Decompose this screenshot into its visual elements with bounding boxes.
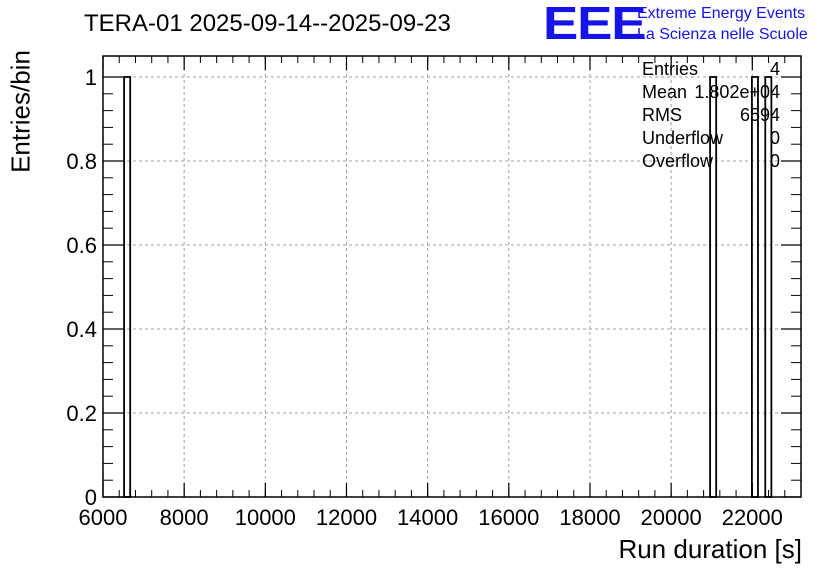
x-tick-label: 22000 bbox=[722, 505, 783, 530]
y-tick-label: 0.8 bbox=[66, 149, 97, 174]
logo-line-1: Extreme Energy Events bbox=[637, 5, 806, 22]
stats-label: Mean bbox=[642, 82, 688, 102]
stats-value: 0 bbox=[769, 151, 780, 171]
stats-row-mean: Mean 1.802e+04 bbox=[642, 81, 780, 104]
stats-value: 0 bbox=[769, 128, 780, 148]
logo-line-2: La Scienza nelle Scuole bbox=[637, 26, 808, 43]
y-tick-label: 0 bbox=[85, 485, 97, 510]
tick-labels: 6000 8000 10000 12000 14000 16000 18000 20000 22… bbox=[66, 65, 782, 530]
stats-row-underflow: Underflow 0 bbox=[642, 127, 780, 150]
histogram-bar bbox=[123, 76, 132, 498]
stats-row-overflow: Overflow 0 bbox=[642, 150, 780, 173]
plot-title: TERA-01 2025-09-14--2025-09-23 bbox=[84, 10, 451, 37]
stats-label: Entries bbox=[642, 59, 699, 79]
y-tick-label: 0.4 bbox=[66, 317, 97, 342]
stats-label: Underflow bbox=[642, 128, 724, 148]
x-tick-label: 20000 bbox=[641, 505, 702, 530]
stats-value: 1.802e+04 bbox=[694, 82, 780, 102]
stats-value: 4 bbox=[769, 59, 780, 79]
x-tick-label: 8000 bbox=[160, 505, 209, 530]
stats-row-rms: RMS 6594 bbox=[642, 104, 780, 127]
x-tick-label: 10000 bbox=[235, 505, 296, 530]
stats-value: 6594 bbox=[739, 105, 780, 125]
x-tick-label: 18000 bbox=[559, 505, 620, 530]
y-tick-label: 0.6 bbox=[66, 233, 97, 258]
x-tick-label: 6000 bbox=[79, 505, 128, 530]
eee-logo-text: Extreme Energy Events La Scienza nelle S… bbox=[637, 3, 808, 45]
eee-logo: EEE bbox=[543, 0, 647, 49]
x-axis-label: Run duration [s] bbox=[618, 534, 802, 564]
x-tick-label: 14000 bbox=[397, 505, 458, 530]
stats-row-entries: Entries 4 bbox=[642, 58, 780, 81]
y-axis-label: Entries/bin bbox=[5, 50, 36, 173]
y-tick-label: 1 bbox=[85, 65, 97, 90]
stats-box: Entries 4 Mean 1.802e+04 RMS 6594 Underf… bbox=[642, 58, 780, 173]
plot-frame bbox=[102, 55, 802, 498]
y-tick-label: 0.2 bbox=[66, 401, 97, 426]
stats-label: Overflow bbox=[642, 151, 714, 171]
x-tick-label: 12000 bbox=[316, 505, 377, 530]
stats-label: RMS bbox=[642, 105, 682, 125]
x-tick-label: 16000 bbox=[478, 505, 539, 530]
